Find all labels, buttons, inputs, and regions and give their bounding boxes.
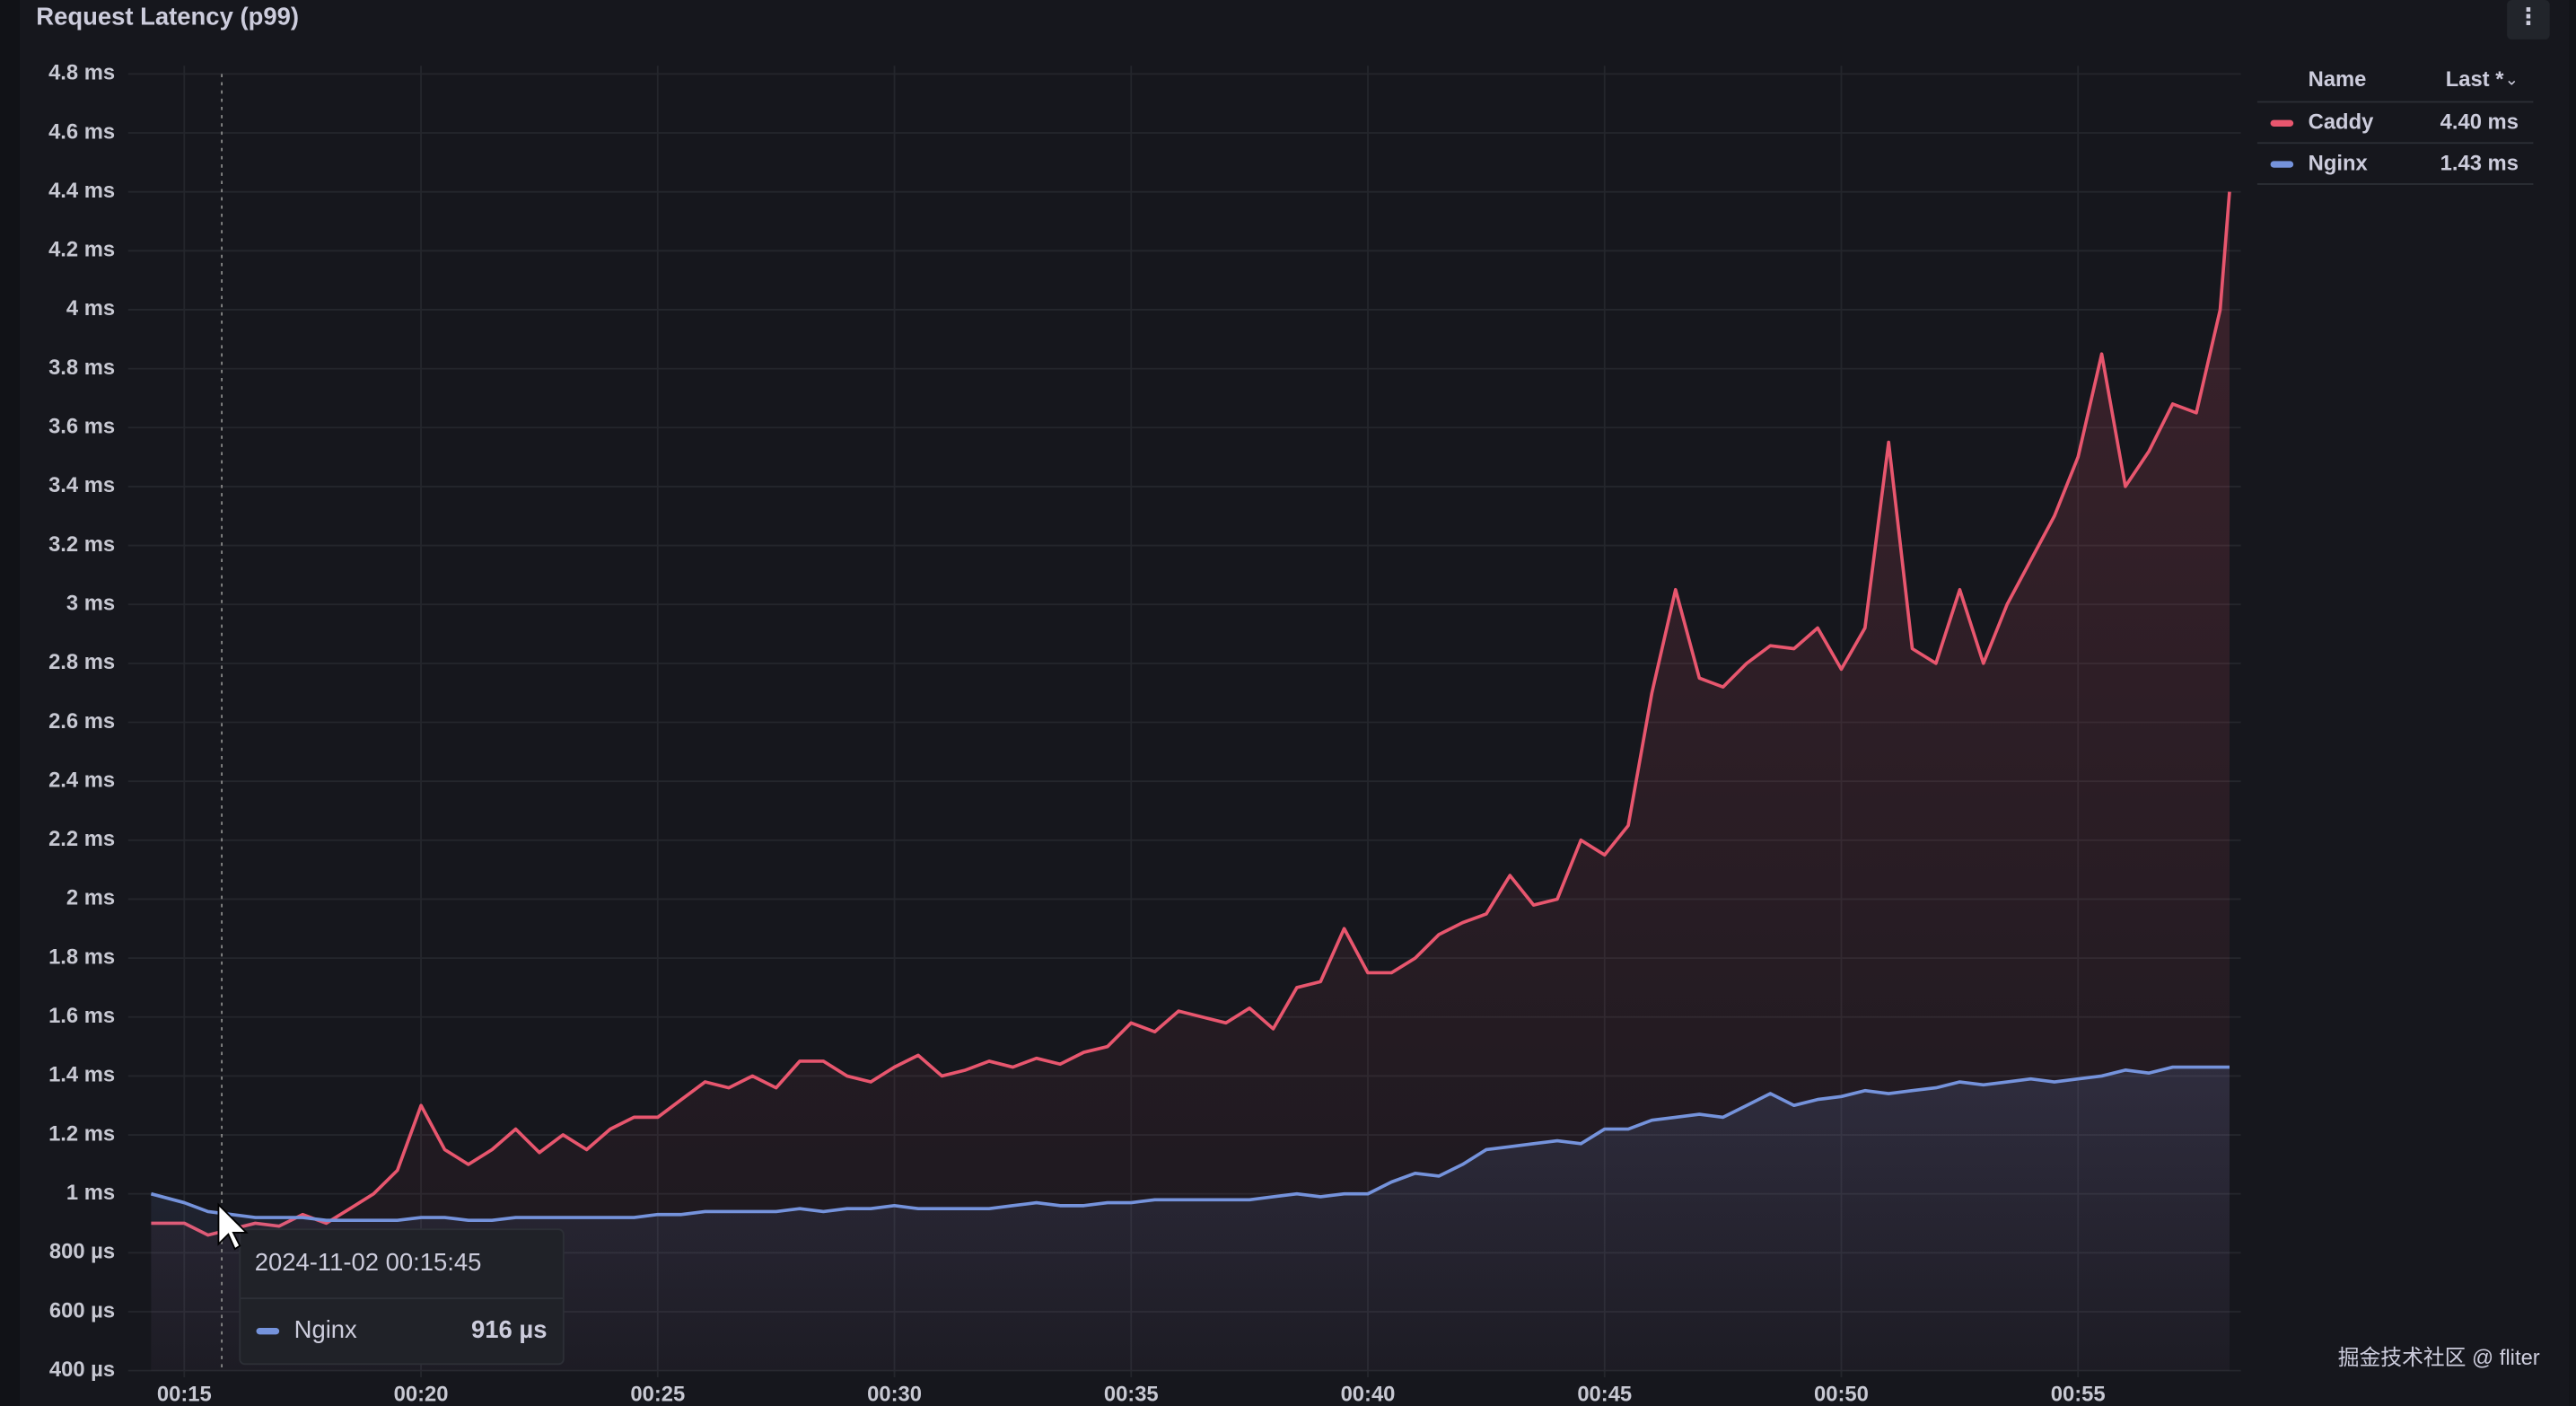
y-tick-label: 4.6 ms [48,119,115,144]
y-tick-label: 3.2 ms [48,532,115,557]
y-tick-label: 2.4 ms [48,768,115,792]
x-tick-label: 00:50 [1814,1382,1869,1406]
y-tick-label: 4 ms [66,296,115,321]
tooltip-box [239,1228,565,1366]
legend-swatch [2270,161,2294,168]
series-area [151,191,2230,1371]
y-tick-label: 4.2 ms [48,238,115,262]
plot-area: 400 µs 600 µs 800 µs 1 ms 1.2 ms 1.4 ms 1.6 ms… [48,61,2241,1406]
watermark: 掘金技术社区 @ fliter [2338,1346,2540,1370]
series-line [150,1065,2230,1222]
y-tick-label: 2.8 ms [48,650,115,674]
y-tick-label: 2.2 ms [48,827,115,851]
legend-name[interactable]: Nginx [2309,151,2369,175]
legend-last: 4.40 ms [2440,110,2519,135]
x-tick-label: 00:35 [1104,1382,1159,1406]
y-tick-label: 4.8 ms [48,61,115,85]
legend-last: 1.43 ms [2440,151,2519,175]
y-tick-label: 800 µs [49,1240,115,1264]
series-line [151,191,2231,1237]
y-tick-label: 3.6 ms [48,415,115,439]
tooltip-time: 2024-11-02 00:15:45 [255,1248,482,1276]
cursor [217,1202,249,1251]
y-tick-label: 2.6 ms [48,709,115,734]
x-tick-label: 00:40 [1341,1382,1396,1406]
x-tick-label: 00:15 [157,1382,212,1406]
tooltip-value: 916 µs [471,1315,547,1343]
x-tick-label: 00:20 [394,1382,449,1406]
y-tick-label: 1.2 ms [48,1121,115,1146]
y-tick-label: 1 ms [66,1181,115,1205]
tooltip: 2024-11-02 00:15:45 Nginx 916 µs [217,74,565,1371]
panel-title: Request Latency (p99) [36,2,299,30]
legend-name[interactable]: Caddy [2309,110,2374,135]
x-tick-label: 00:55 [2051,1382,2106,1406]
series-area [151,1067,2230,1371]
x-tick-label: 00:45 [1577,1382,1632,1406]
legend-swatch [2270,119,2294,127]
y-tick-label: 2 ms [66,886,115,910]
y-tick-label: 3.8 ms [48,356,115,380]
y-tick-label: 400 µs [49,1358,115,1382]
y-tick-label: 4.4 ms [48,179,115,203]
y-tick-label: 3.4 ms [48,473,115,497]
menu-button[interactable] [2507,0,2550,40]
y-tick-label: 3 ms [66,591,115,615]
legend-header[interactable]: Name [2309,67,2367,92]
y-tick-label: 600 µs [49,1298,115,1323]
tooltip-swatch [256,1328,280,1335]
menu-icon[interactable]: ⋮ [2517,4,2540,30]
legend-header[interactable]: Last * [2446,67,2505,92]
y-tick-label: 1.4 ms [48,1063,115,1087]
tooltip-series: Nginx [294,1315,357,1343]
y-tick-label: 1.6 ms [48,1004,115,1028]
x-tick-label: 00:25 [630,1382,685,1406]
x-tick-label: 00:30 [867,1382,922,1406]
sort-icon[interactable]: ⌄ [2505,70,2519,89]
y-tick-label: 1.8 ms [48,945,115,969]
